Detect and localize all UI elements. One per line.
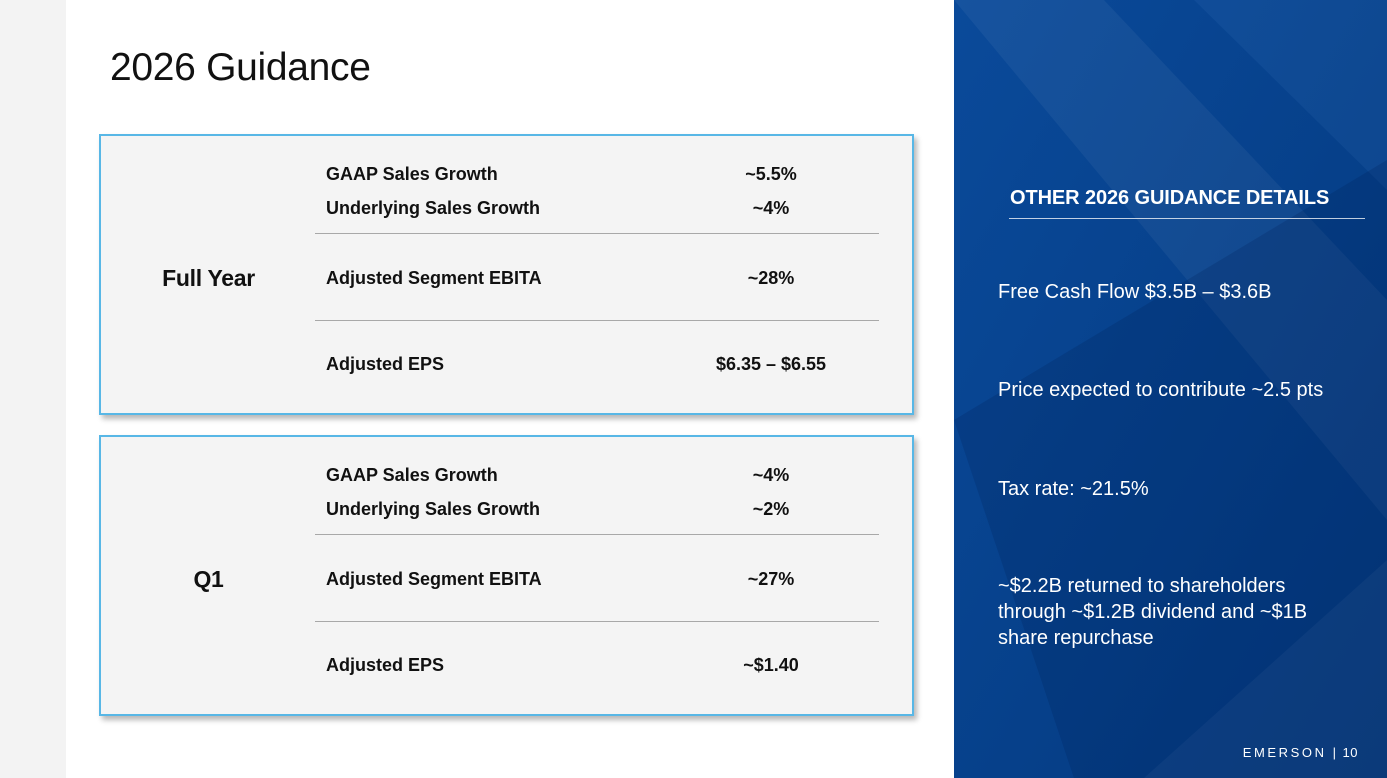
full-year-gaap-sales-growth-value: ~5.5% bbox=[745, 164, 797, 184]
q1-gaap-sales-growth-value: ~4% bbox=[752, 465, 790, 485]
full-year-adjusted-segment-ebita-label: Adjusted Segment EBITA bbox=[326, 268, 542, 288]
full-year-label: Full Year bbox=[162, 265, 255, 291]
full-year-gaap-sales-growth-label: GAAP Sales Growth bbox=[326, 164, 498, 184]
brand-logo-text: EMERSON bbox=[1242, 745, 1327, 760]
q1-gaap-sales-growth-label: GAAP Sales Growth bbox=[326, 465, 498, 485]
full-year-underlying-sales-growth-label: Underlying Sales Growth bbox=[326, 198, 541, 218]
price-contribution-detail: Price expected to contribute ~2.5 pts bbox=[998, 379, 1324, 401]
tax-rate-detail: Tax rate: ~21.5% bbox=[998, 478, 1149, 500]
q1-adjusted-eps-value: ~$1.40 bbox=[743, 655, 799, 675]
full-year-underlying-sales-growth-value: ~4% bbox=[752, 198, 790, 218]
heading-underline bbox=[1009, 218, 1365, 219]
q1-adjusted-eps-label: Adjusted EPS bbox=[326, 655, 445, 675]
full-year-adjusted-segment-ebita-value: ~28% bbox=[747, 268, 795, 288]
divider bbox=[315, 534, 879, 535]
q1-label: Q1 bbox=[193, 566, 224, 592]
full-year-guidance-box: Full Year GAAP Sales Growth ~5.5% Underl… bbox=[99, 134, 914, 415]
free-cash-flow-detail: Free Cash Flow $3.5B – $3.6B bbox=[998, 281, 1272, 303]
page-number: 10 bbox=[1342, 745, 1358, 760]
divider bbox=[315, 233, 879, 234]
q1-underlying-sales-growth-label: Underlying Sales Growth bbox=[326, 499, 541, 519]
divider bbox=[315, 621, 879, 622]
footer-separator: | bbox=[1332, 745, 1337, 760]
shareholder-return-detail: ~$2.2B returned to shareholders through … bbox=[998, 575, 1308, 649]
full-year-adjusted-eps-value: $6.35 – $6.55 bbox=[715, 354, 827, 374]
page-title: 2026 Guidance bbox=[110, 46, 371, 89]
panel-background-pattern bbox=[954, 0, 1387, 778]
full-year-adjusted-eps-label: Adjusted EPS bbox=[326, 354, 445, 374]
q1-guidance-box: Q1 GAAP Sales Growth ~4% Underlying Sale… bbox=[99, 435, 914, 716]
q1-underlying-sales-growth-value: ~2% bbox=[752, 499, 790, 519]
divider bbox=[315, 320, 879, 321]
q1-adjusted-segment-ebita-label: Adjusted Segment EBITA bbox=[326, 569, 542, 589]
other-guidance-panel: OTHER 2026 GUIDANCE DETAILS Free Cash Fl… bbox=[954, 0, 1387, 778]
footer: EMERSON | 10 bbox=[1243, 745, 1358, 760]
other-guidance-heading: OTHER 2026 GUIDANCE DETAILS bbox=[1010, 187, 1330, 209]
q1-adjusted-segment-ebita-value: ~27% bbox=[747, 569, 795, 589]
